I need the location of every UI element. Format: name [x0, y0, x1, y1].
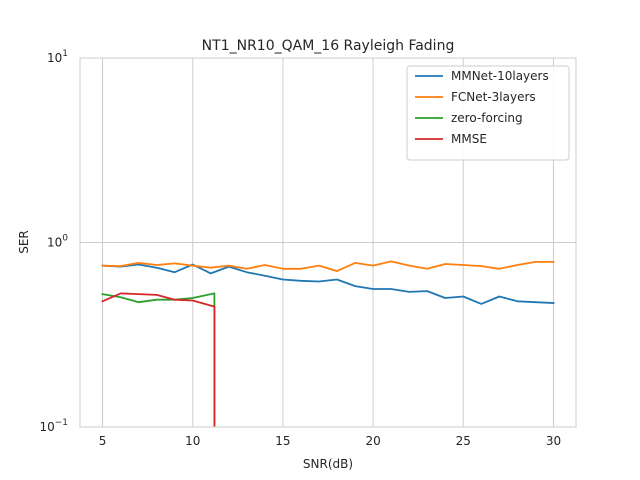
legend-label: FCNet-3layers — [451, 90, 536, 104]
legend-label: MMNet-10layers — [451, 69, 549, 83]
y-tick-base: 10 — [39, 420, 54, 434]
y-tick-base: 10 — [47, 236, 62, 250]
x-tick-label: 25 — [456, 434, 471, 448]
chart-title: NT1_NR10_QAM_16 Rayleigh Fading — [202, 38, 455, 54]
x-axis-ticks: 5 10 15 20 25 30 — [99, 434, 561, 448]
y-tick-exponent: −1 — [55, 418, 68, 428]
x-tick-label: 15 — [275, 434, 290, 448]
x-axis-label: SNR(dB) — [303, 457, 353, 471]
x-tick-label: 30 — [546, 434, 561, 448]
y-tick-label: 100 — [47, 234, 68, 250]
y-tick-exponent: 1 — [62, 49, 68, 59]
legend: MMNet-10layers FCNet-3layers zero-forcing M… — [406, 65, 570, 161]
y-tick-label: 10−1 — [39, 418, 68, 434]
legend-frame — [406, 65, 570, 161]
legend-label: MMSE — [451, 132, 487, 146]
x-tick-label: 5 — [99, 434, 107, 448]
series-line-fcnet-3layers — [101, 260, 555, 273]
series-layer — [101, 260, 555, 427]
x-tick-label: 10 — [185, 434, 200, 448]
y-tick-label: 101 — [47, 49, 68, 65]
plot-frame — [79, 57, 577, 428]
series-line-mmse — [101, 292, 216, 427]
x-tick-label: 20 — [365, 434, 380, 448]
legend-label: zero-forcing — [451, 111, 523, 125]
y-axis-label: SER — [17, 230, 31, 254]
y-tick-exponent: 0 — [62, 234, 68, 244]
y-tick-base: 10 — [47, 51, 62, 65]
series-line-mmnet-10layers — [101, 263, 555, 305]
